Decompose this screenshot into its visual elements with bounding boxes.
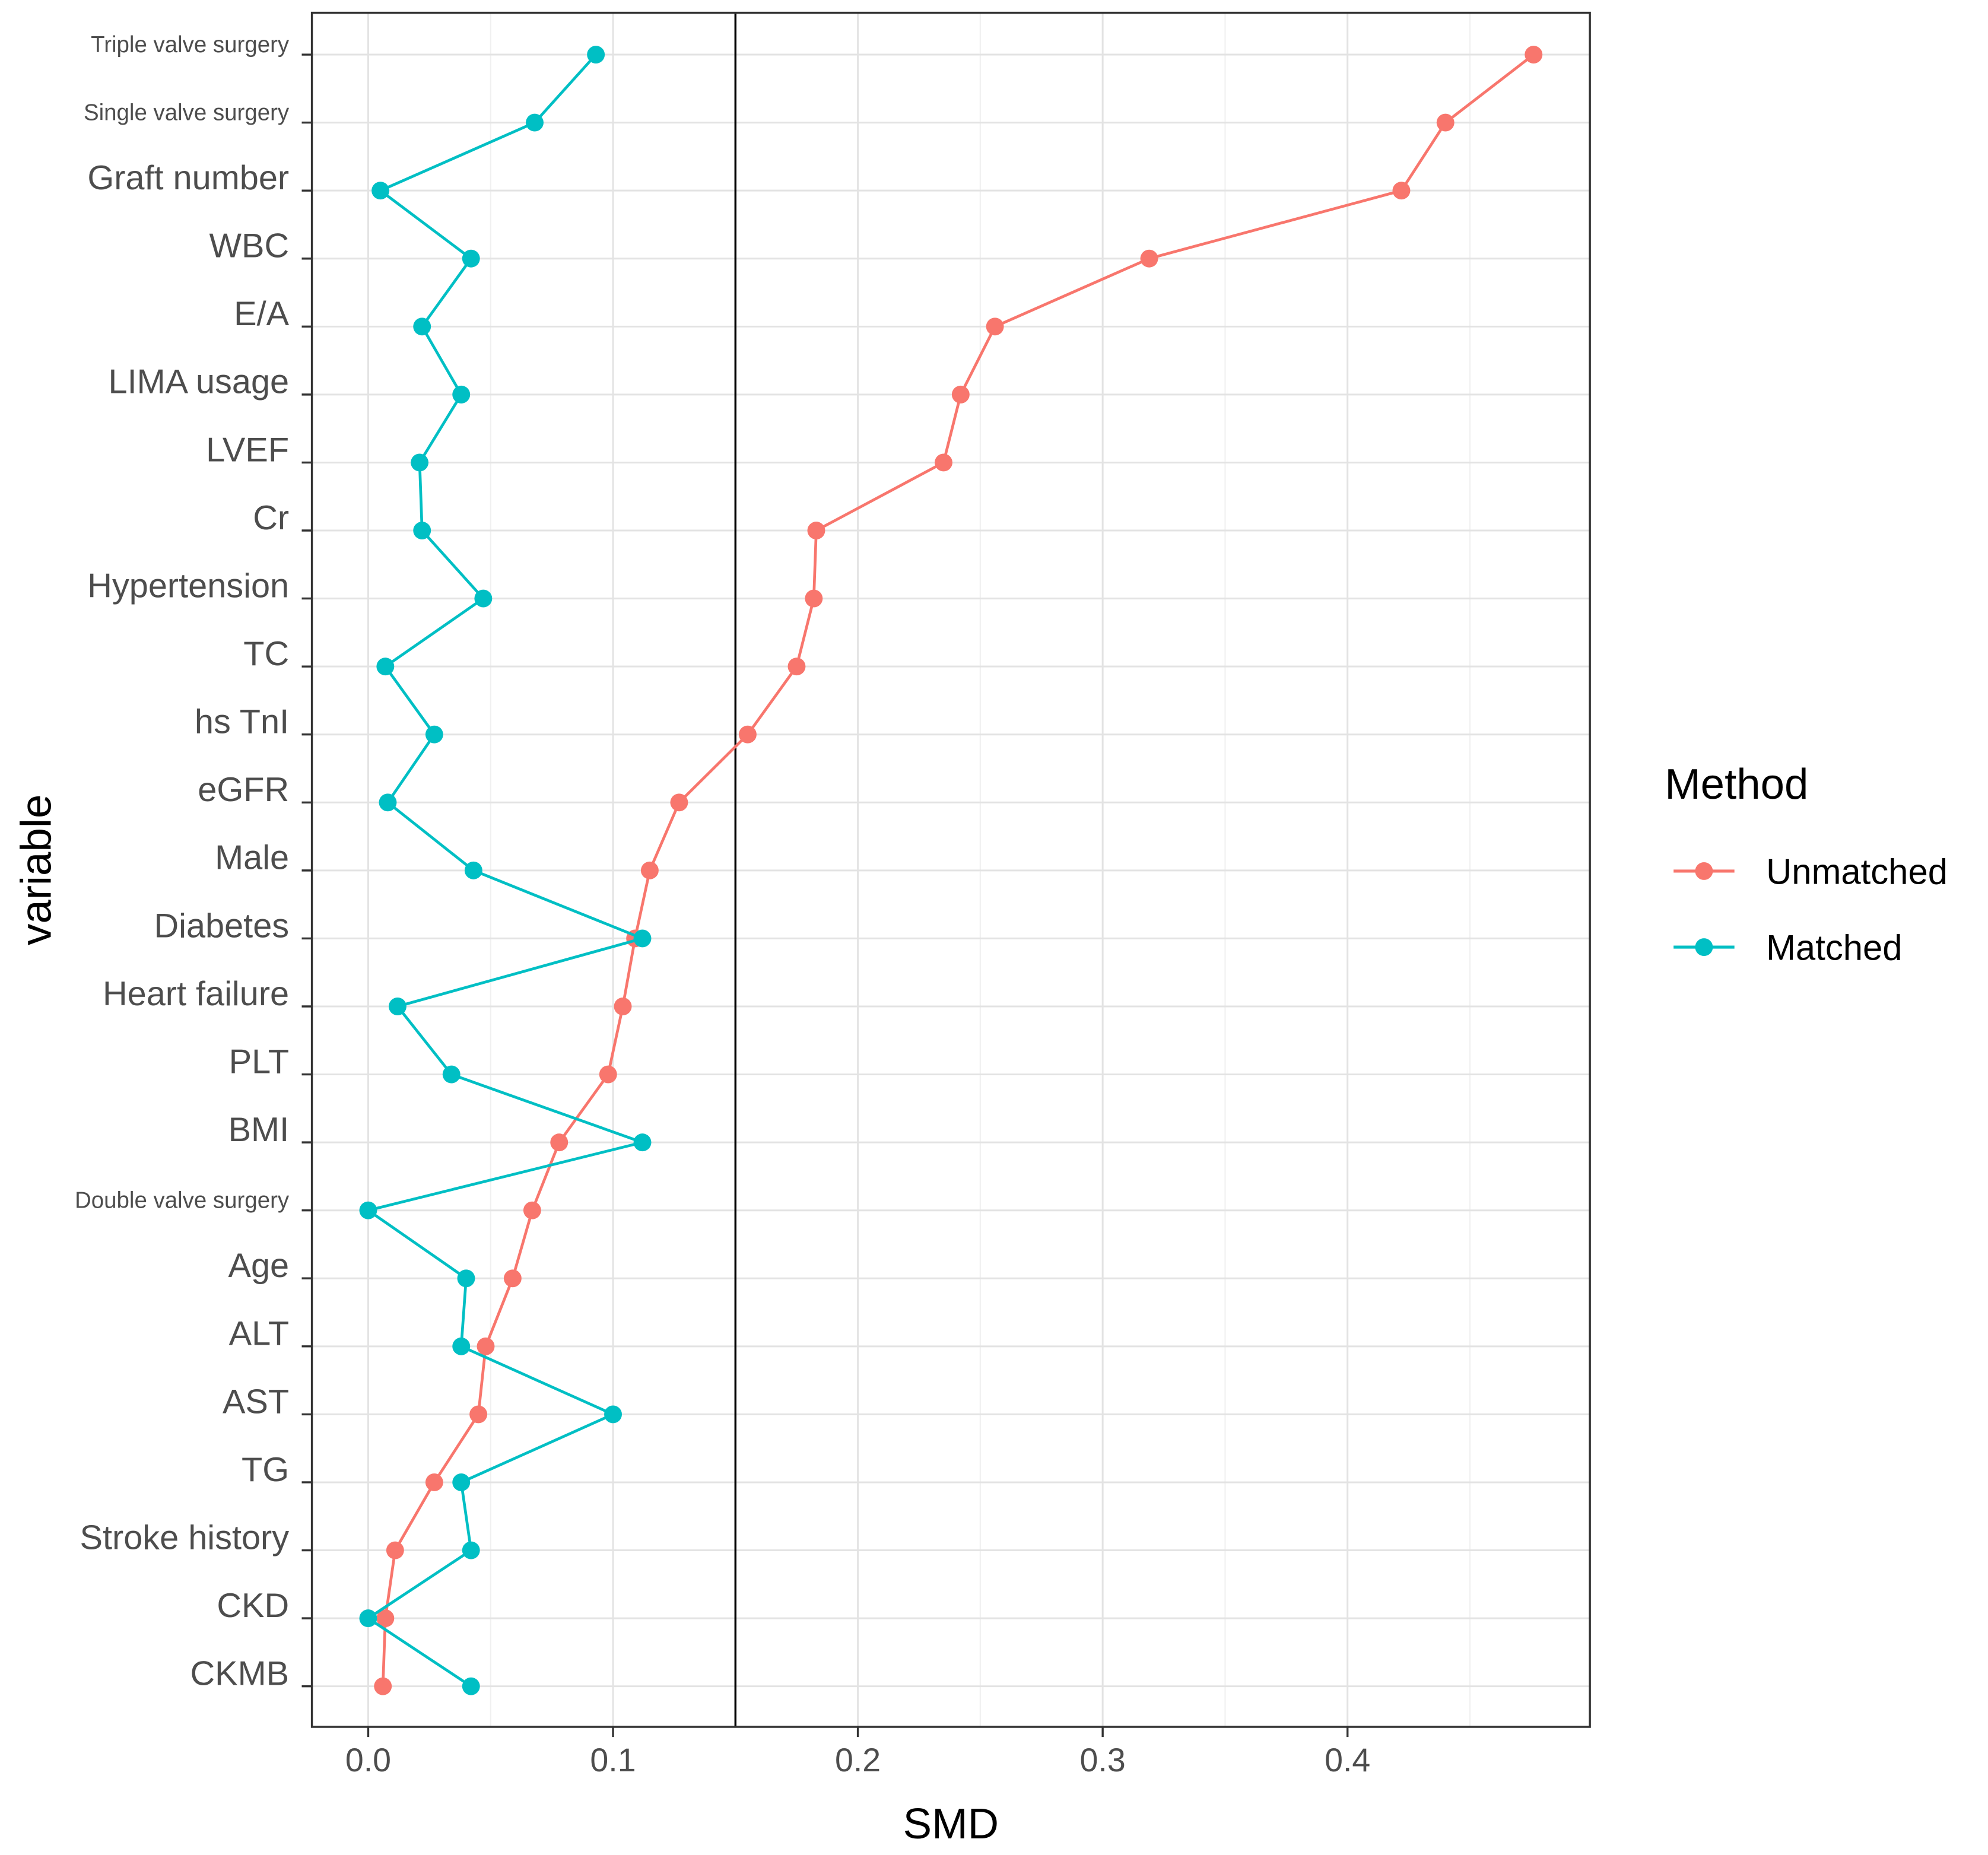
y-tick-label: Double valve surgery [75, 1187, 290, 1213]
y-tick-label: Cr [253, 499, 289, 537]
unmatched-point [1140, 249, 1158, 268]
unmatched-point [376, 1609, 395, 1628]
y-tick-label: Stroke history [80, 1519, 290, 1557]
matched-point [452, 385, 471, 404]
matched-point [462, 249, 480, 268]
x-tick-label: 0.1 [590, 1742, 636, 1778]
matched-point [371, 182, 390, 200]
matched-point [425, 725, 443, 744]
grid-lines [312, 12, 1590, 1727]
matched-point [464, 861, 482, 879]
y-tick-label: AST [223, 1383, 289, 1421]
unmatched-point [935, 453, 952, 472]
y-tick-label: eGFR [198, 771, 289, 809]
matched-point [359, 1609, 377, 1628]
unmatched-point [1525, 46, 1543, 63]
unmatched-point [670, 793, 688, 812]
unmatched-point [425, 1473, 443, 1491]
matched-point [442, 1065, 461, 1084]
matched-point [452, 1473, 471, 1491]
matched-point [633, 929, 652, 948]
matched-point [526, 113, 544, 132]
y-tick-label: Single valve surgery [84, 100, 290, 125]
unmatched-point [986, 317, 1004, 336]
legend-title: Method [1665, 760, 1808, 808]
y-tick-label: Heart failure [103, 975, 289, 1013]
matched-point [462, 1677, 480, 1695]
matched-point [462, 1541, 480, 1559]
unmatched-point [469, 1405, 488, 1424]
y-tick-label: PLT [229, 1043, 290, 1081]
unmatched-point [951, 385, 970, 404]
y-tick-label: TG [242, 1451, 289, 1489]
x-tick-label: 0.4 [1325, 1742, 1370, 1778]
y-tick-label: CKD [217, 1587, 289, 1625]
unmatched-point [1436, 113, 1455, 132]
unmatched-point [738, 725, 757, 744]
unmatched-point [523, 1201, 541, 1219]
legend-label-matched: Matched [1766, 928, 1902, 967]
series-matched [359, 46, 652, 1695]
matched-point [587, 46, 605, 63]
y-axis-title: variable [12, 795, 60, 945]
unmatched-point [807, 522, 825, 539]
matched-point [413, 317, 431, 336]
y-tick-label: Triple valve surgery [91, 32, 290, 58]
matched-point [604, 1405, 622, 1424]
y-tick-label: WBC [209, 227, 290, 265]
y-tick-label: Age [228, 1247, 289, 1285]
legend-label-unmatched: Unmatched [1766, 852, 1948, 891]
y-tick-label: Diabetes [154, 907, 289, 945]
y-tick-label: BMI [228, 1111, 290, 1149]
y-tick-label: Graft number [87, 159, 289, 197]
x-axis-title: SMD [903, 1800, 999, 1848]
y-tick-label: E/A [234, 295, 289, 333]
y-tick-label: LIMA usage [109, 363, 290, 401]
x-tick-label: 0.0 [345, 1742, 391, 1778]
unmatched-point [477, 1337, 495, 1355]
legend-key-point-matched [1695, 938, 1713, 957]
y-tick-label: CKMB [190, 1655, 289, 1693]
matched-point [413, 522, 431, 539]
matched-point [411, 453, 429, 472]
unmatched-point [640, 861, 659, 879]
unmatched-point [503, 1269, 522, 1288]
series-unmatched [374, 46, 1543, 1695]
y-tick-label: TC [243, 635, 289, 673]
y-tick-label: Male [215, 839, 289, 877]
unmatched-point [386, 1541, 404, 1559]
legend: Method Unmatched Matched [1665, 760, 1948, 967]
matched-point [633, 1133, 652, 1152]
matched-point [359, 1201, 377, 1219]
unmatched-point [1392, 182, 1411, 200]
series-layer [359, 46, 1543, 1695]
y-axis: Triple valve surgery Single valve surgery… [75, 32, 312, 1693]
unmatched-point [614, 998, 632, 1015]
unmatched-point [787, 657, 806, 676]
matched-point [389, 998, 407, 1015]
x-tick-label: 0.3 [1080, 1742, 1126, 1778]
unmatched-point [599, 1065, 617, 1084]
matched-point [474, 589, 493, 608]
unmatched-point [550, 1133, 569, 1152]
unmatched-point [805, 589, 823, 608]
x-axis: 0.0 0.1 0.2 0.3 0.4 [345, 1727, 1370, 1778]
unmatched-point [374, 1677, 392, 1695]
y-tick-label: Hypertension [87, 567, 289, 605]
legend-key-point-unmatched [1695, 862, 1713, 880]
x-tick-label: 0.2 [835, 1742, 881, 1778]
y-tick-label: hs TnI [195, 703, 289, 741]
matched-point [379, 793, 397, 812]
matched-point [457, 1269, 475, 1288]
y-tick-label: ALT [229, 1315, 290, 1353]
matched-point [452, 1337, 471, 1355]
matched-point [376, 657, 395, 676]
y-tick-label: LVEF [206, 431, 289, 469]
